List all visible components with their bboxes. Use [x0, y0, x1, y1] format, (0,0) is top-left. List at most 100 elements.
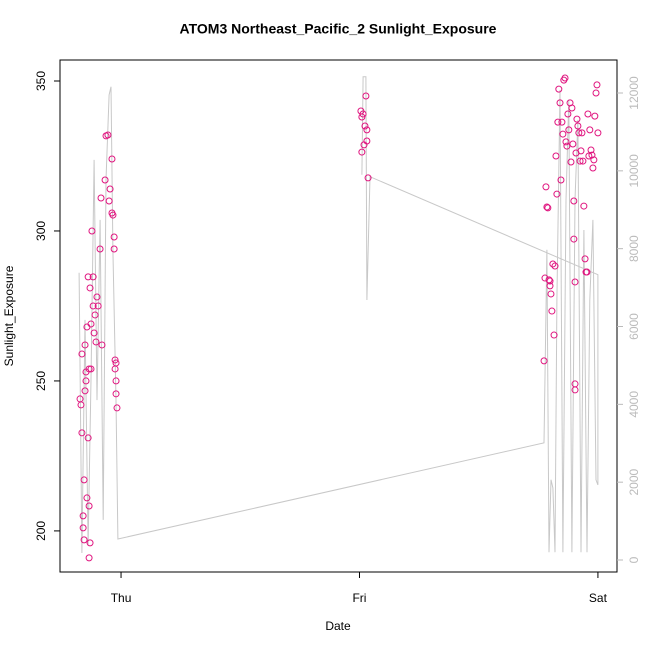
- scatter-point: [84, 434, 92, 442]
- scatter-point: [91, 311, 99, 319]
- y-tick-label: 300: [34, 221, 48, 241]
- scatter-point: [79, 524, 87, 532]
- scatter-point: [549, 260, 557, 268]
- scatter-point: [112, 377, 120, 385]
- scatter-point: [80, 536, 88, 544]
- scatter-point: [553, 190, 561, 198]
- scatter-point: [78, 350, 86, 358]
- scatter-point: [81, 341, 89, 349]
- scatter-point: [541, 274, 549, 282]
- scatter-point: [584, 110, 592, 118]
- scatter-point: [559, 130, 567, 138]
- scatter-point: [89, 302, 97, 310]
- scatter-point: [556, 99, 564, 107]
- y2-tick-label: 4000: [627, 391, 641, 418]
- scatter-point: [562, 138, 570, 146]
- scatter-point: [552, 152, 560, 160]
- scatter-point: [569, 140, 577, 148]
- scatter-point: [580, 202, 588, 210]
- scatter-point: [363, 126, 371, 134]
- scatter-point: [90, 329, 98, 337]
- scatter-point: [84, 273, 92, 281]
- scatter-point: [363, 137, 371, 145]
- scatter-point: [540, 357, 548, 365]
- scatter-point: [593, 81, 601, 89]
- y-tick-label: 250: [34, 371, 48, 391]
- scatter-point: [101, 176, 109, 184]
- scatter-point: [358, 113, 366, 121]
- scatter-point: [585, 152, 593, 160]
- scatter-point: [78, 429, 86, 437]
- scatter-point: [571, 386, 579, 394]
- scatter-point: [94, 302, 102, 310]
- y2-tick-label: 12000: [627, 76, 641, 110]
- scatter-point: [359, 110, 367, 118]
- chart-title: ATOM3 Northeast_Pacific_2 Sunlight_Expos…: [180, 21, 497, 37]
- scatter-point: [544, 204, 552, 212]
- y2-tick-label: 0: [627, 556, 641, 563]
- scatter-point: [98, 341, 106, 349]
- scatter-point: [87, 320, 95, 328]
- scatter-point: [362, 92, 370, 100]
- scatter-point: [543, 203, 551, 211]
- scatter-point: [79, 512, 87, 520]
- scatter-point: [564, 110, 572, 118]
- y-tick-label: 350: [34, 71, 48, 91]
- scatter-point: [88, 227, 96, 235]
- scatter-point: [542, 183, 550, 191]
- x-tick-label: Sat: [589, 591, 608, 605]
- scatter-point: [110, 233, 118, 241]
- scatter-point: [93, 293, 101, 301]
- scatter-point: [561, 74, 569, 82]
- scatter-point: [85, 365, 93, 373]
- x-tick-label: Thu: [111, 591, 132, 605]
- scatter-point: [550, 331, 558, 339]
- x-axis-label: Date: [325, 619, 351, 633]
- scatter-point: [554, 118, 562, 126]
- scatter-point: [80, 476, 88, 484]
- scatter-point: [81, 387, 89, 395]
- scatter-point: [587, 146, 595, 154]
- scatter-point: [92, 338, 100, 346]
- scatter-point: [86, 539, 94, 547]
- scatter-point: [583, 268, 591, 276]
- scatter-point: [571, 278, 579, 286]
- scatter-point: [364, 174, 372, 182]
- scatter-point: [83, 494, 91, 502]
- scatter-point: [558, 118, 566, 126]
- scatter-point: [104, 131, 112, 139]
- scatter-point: [577, 147, 585, 155]
- scatter-point: [110, 245, 118, 253]
- scatter-point: [570, 197, 578, 205]
- scatter-point: [579, 157, 587, 165]
- scatter-point: [591, 112, 599, 120]
- scatter-point: [574, 122, 582, 130]
- scatter-point: [109, 211, 117, 219]
- scatter-point: [546, 282, 554, 290]
- scatter-point: [546, 277, 554, 285]
- scatter-point: [547, 290, 555, 298]
- scatter-point: [113, 404, 121, 412]
- scatter-point: [548, 307, 556, 315]
- scatter-point: [576, 157, 584, 165]
- y2-tick-label: 2000: [627, 469, 641, 496]
- scatter-point: [106, 185, 114, 193]
- scatter-point: [112, 390, 120, 398]
- scatter-point: [86, 284, 94, 292]
- scatter-point: [85, 502, 93, 510]
- scatter-point: [594, 129, 602, 137]
- scatter-point: [581, 255, 589, 263]
- scatter-point: [551, 262, 559, 270]
- scatter-point: [111, 356, 119, 364]
- y-tick-label: 200: [34, 521, 48, 541]
- y2-tick-label: 6000: [627, 313, 641, 340]
- scatter-point: [567, 158, 575, 166]
- scatter-point: [590, 156, 598, 164]
- plot-frame: [59, 59, 618, 573]
- scatter-point: [96, 245, 104, 253]
- scatter-point: [586, 126, 594, 134]
- scatter-point: [97, 194, 105, 202]
- scatter-point: [112, 359, 120, 367]
- scatter-point: [361, 122, 369, 130]
